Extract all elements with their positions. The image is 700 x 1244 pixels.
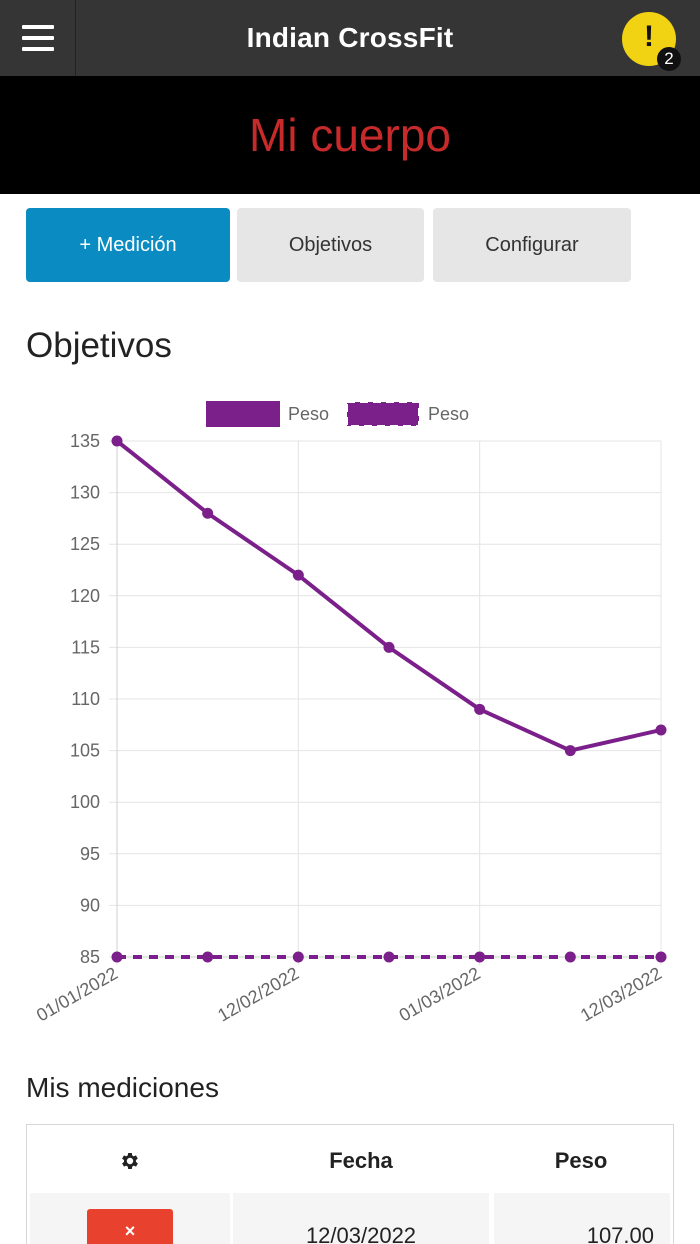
data-point: [292, 951, 304, 963]
page-hero: Mi cuerpo: [0, 76, 700, 194]
table-header-peso: Peso: [554, 1148, 608, 1173]
data-point: [202, 951, 214, 963]
data-point: [202, 507, 214, 519]
top-bar: Indian CrossFit ! 2: [0, 0, 700, 76]
hamburger-menu-icon: [21, 25, 54, 51]
data-point: [111, 951, 123, 963]
data-point: [564, 951, 576, 963]
measurement-date: 12/03/2022: [305, 1223, 417, 1244]
exclamation-icon: !: [644, 20, 654, 53]
y-tick-label: 90: [80, 895, 100, 915]
legend-label: Peso: [428, 404, 469, 424]
measurements-table: [26, 1124, 674, 1244]
y-tick-label: 95: [80, 844, 100, 864]
table-header-fecha: Fecha: [329, 1148, 393, 1173]
x-tick-label: 12/03/2022: [577, 963, 665, 1025]
y-tick-label: 105: [70, 741, 100, 761]
legend-swatch: [206, 401, 280, 427]
data-point: [292, 569, 304, 581]
x-tick-label: 12/02/2022: [214, 963, 302, 1025]
configure-button[interactable]: Configurar: [433, 208, 631, 282]
table-cell-peso: 107.00: [494, 1193, 670, 1244]
y-tick-label: 85: [80, 947, 100, 967]
weight-chart: 135 130 125 120 115 110 105 100 95 90 8501/01/2022…: [33, 401, 667, 1026]
y-tick-label: 115: [71, 637, 100, 657]
data-point: [655, 724, 667, 736]
data-point: [655, 951, 667, 963]
data-point: [383, 951, 395, 963]
gear-icon: [122, 1153, 138, 1169]
menu-button[interactable]: [0, 0, 76, 76]
y-tick-label: 135: [70, 431, 100, 451]
close-icon: ×: [124, 1220, 136, 1241]
table-row-action-cell: ×: [30, 1193, 230, 1244]
legend-swatch: [346, 401, 420, 427]
measurements-heading: Mis mediciones: [26, 1072, 219, 1103]
table-cell-fecha: 12/03/2022: [233, 1193, 489, 1244]
data-point: [111, 435, 123, 447]
table-header-settings[interactable]: [30, 1146, 230, 1176]
y-tick-label: 130: [70, 483, 100, 503]
objectives-button[interactable]: Objetivos: [237, 208, 424, 282]
data-point: [564, 745, 576, 757]
app-title: Indian CrossFit: [246, 22, 454, 53]
alert-count-badge: 2: [657, 47, 681, 71]
x-tick-label: 01/01/2022: [33, 963, 121, 1025]
y-tick-label: 125: [70, 534, 100, 554]
objectives-heading: Objetivos: [26, 326, 172, 365]
y-tick-label: 110: [71, 689, 100, 709]
delete-measurement-button[interactable]: ×: [87, 1209, 173, 1244]
measurement-weight: 107.00: [586, 1223, 654, 1244]
y-tick-label: 100: [70, 792, 100, 812]
y-tick-label: 120: [70, 586, 100, 606]
add-measurement-button[interactable]: + Medición: [26, 208, 230, 282]
page-title: Mi cuerpo: [249, 109, 451, 161]
legend-label: Peso: [288, 404, 329, 424]
data-point: [383, 641, 395, 653]
data-point: [474, 703, 486, 715]
data-point: [474, 951, 486, 963]
x-tick-label: 01/03/2022: [396, 963, 484, 1025]
